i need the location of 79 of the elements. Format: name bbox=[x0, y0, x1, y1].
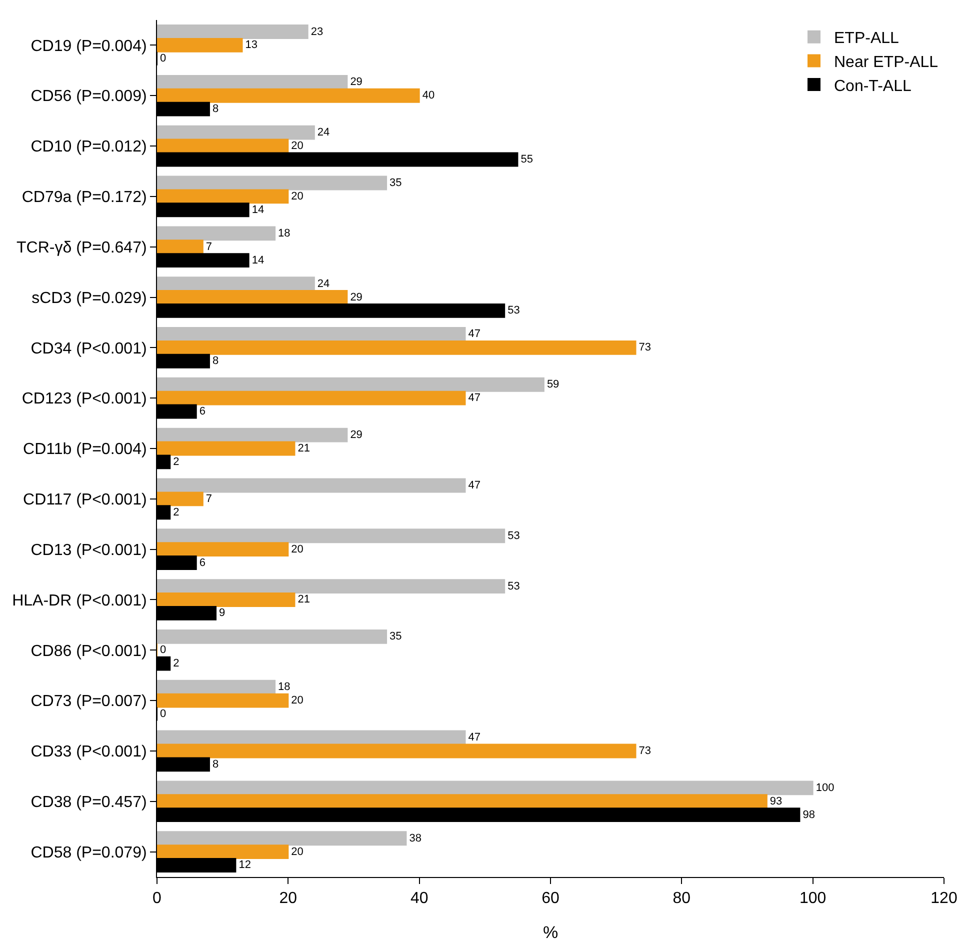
data-label: 2 bbox=[173, 658, 180, 670]
y-tick-label: CD34 (P<0.001) bbox=[30, 340, 147, 358]
x-tick-label: 120 bbox=[930, 890, 958, 908]
data-label: 20 bbox=[291, 140, 304, 152]
data-label: 29 bbox=[350, 76, 362, 88]
data-label: 47 bbox=[468, 479, 480, 492]
y-tick-label: TCR-γδ (P=0.647) bbox=[16, 239, 147, 256]
x-tick-label: 100 bbox=[799, 890, 826, 908]
x-tick-label: 60 bbox=[542, 890, 560, 908]
data-label: 8 bbox=[212, 355, 219, 368]
y-tick-label: CD38 (P=0.457) bbox=[30, 794, 147, 811]
data-label: 13 bbox=[245, 39, 258, 52]
data-label: 53 bbox=[508, 304, 520, 317]
x-axis-title: % bbox=[542, 923, 558, 942]
data-label: 12 bbox=[238, 859, 251, 872]
data-label: 2 bbox=[173, 506, 180, 518]
data-label: 35 bbox=[390, 177, 402, 189]
data-label: 93 bbox=[770, 795, 782, 808]
data-label: 21 bbox=[298, 442, 310, 454]
y-tick-label: CD86 (P<0.001) bbox=[30, 642, 147, 660]
data-label: 7 bbox=[206, 240, 212, 253]
y-tick-label: HLA-DR (P<0.001) bbox=[12, 592, 147, 610]
x-tick-label: 20 bbox=[279, 890, 298, 908]
data-label: 73 bbox=[638, 744, 652, 757]
y-tick-label: CD56 (P=0.009) bbox=[30, 88, 147, 106]
data-label: 53 bbox=[508, 580, 520, 592]
y-tick-label: sCD3 (P=0.029) bbox=[32, 290, 147, 307]
data-label: 2 bbox=[173, 456, 180, 468]
x-tick-label: 40 bbox=[410, 890, 428, 908]
data-label: 59 bbox=[546, 378, 560, 391]
data-label: 20 bbox=[291, 694, 304, 707]
y-tick-label: CD33 (P<0.001) bbox=[30, 744, 147, 761]
data-label: 0 bbox=[160, 644, 166, 656]
data-label: 7 bbox=[206, 492, 212, 505]
data-label: 29 bbox=[350, 429, 362, 442]
legend-label: Con-T-ALL bbox=[834, 78, 912, 95]
y-tick-label: CD117 (P<0.001) bbox=[23, 492, 147, 509]
data-label: 98 bbox=[802, 808, 815, 821]
data-label: 35 bbox=[390, 630, 402, 643]
data-label: 47 bbox=[468, 328, 480, 340]
data-label: 6 bbox=[199, 406, 206, 418]
data-label: 18 bbox=[278, 681, 290, 694]
data-label: 20 bbox=[291, 190, 304, 202]
data-label: 55 bbox=[520, 153, 533, 166]
y-tick-label: CD58 (P=0.079) bbox=[30, 844, 147, 862]
data-label: 24 bbox=[317, 126, 330, 139]
data-label: 20 bbox=[291, 543, 304, 556]
data-label: 47 bbox=[468, 732, 480, 744]
data-label: 23 bbox=[310, 26, 324, 38]
y-tick-label: CD123 (P<0.001) bbox=[22, 390, 147, 408]
data-label: 6 bbox=[199, 556, 206, 569]
y-tick-label: CD11b (P=0.004) bbox=[23, 441, 147, 458]
data-label: 73 bbox=[638, 342, 652, 354]
data-label: 20 bbox=[291, 846, 304, 858]
data-label: 9 bbox=[219, 607, 226, 620]
data-label: 18 bbox=[278, 227, 290, 240]
data-label: 47 bbox=[468, 392, 480, 404]
data-label: 14 bbox=[252, 254, 264, 266]
data-label: 53 bbox=[508, 530, 520, 542]
y-tick-label: CD13 (P<0.001) bbox=[30, 542, 147, 559]
data-label: 21 bbox=[298, 594, 310, 606]
data-label: 24 bbox=[317, 278, 330, 290]
data-label: 40 bbox=[422, 90, 435, 102]
x-tick-label: 0 bbox=[152, 890, 162, 908]
y-tick-label: CD79a (P=0.172) bbox=[22, 189, 147, 206]
data-label: 0 bbox=[160, 708, 166, 720]
data-label: 14 bbox=[252, 204, 264, 216]
legend-label: ETP-ALL bbox=[834, 30, 900, 48]
y-tick-label: CD73 (P=0.007) bbox=[30, 693, 147, 710]
data-label: 0 bbox=[160, 52, 166, 65]
data-label: 8 bbox=[212, 103, 219, 116]
legend-label: Near ETP-ALL bbox=[834, 54, 938, 71]
data-label: 100 bbox=[816, 782, 834, 794]
y-tick-label: CD10 (P=0.012) bbox=[30, 138, 147, 156]
data-label: 29 bbox=[350, 291, 362, 304]
x-tick-label: 80 bbox=[672, 890, 691, 908]
y-tick-label: CD19 (P=0.004) bbox=[30, 38, 147, 55]
data-label: 38 bbox=[409, 832, 422, 844]
data-label: 8 bbox=[212, 758, 219, 770]
